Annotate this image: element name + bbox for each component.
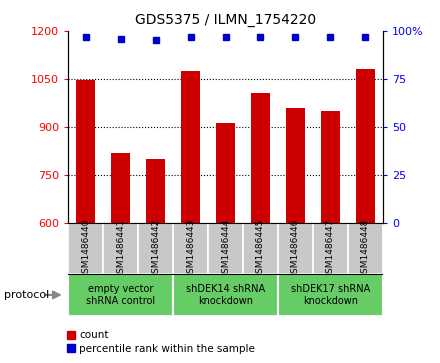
Text: protocol: protocol [4,290,50,300]
Bar [181,71,200,223]
Bar [111,153,130,223]
Bar [278,223,313,274]
Bar [146,159,165,223]
Text: GSM1486440: GSM1486440 [81,219,90,279]
Bar [251,93,270,223]
Text: empty vector
shRNA control: empty vector shRNA control [86,284,155,306]
Bar [208,223,243,274]
Bar [173,274,278,316]
Bar [138,223,173,274]
Text: GSM1486442: GSM1486442 [151,219,160,279]
Bar [348,223,383,274]
Title: GDS5375 / ILMN_1754220: GDS5375 / ILMN_1754220 [135,13,316,27]
Bar [216,123,235,223]
Bar [243,223,278,274]
Bar [321,111,340,223]
Text: GSM1486441: GSM1486441 [116,219,125,279]
Bar [68,274,173,316]
Legend: count, percentile rank within the sample: count, percentile rank within the sample [62,326,259,358]
Text: GSM1486448: GSM1486448 [361,219,370,279]
Bar [313,223,348,274]
Bar [356,69,375,223]
Bar [278,274,383,316]
Bar [173,223,208,274]
Text: GSM1486446: GSM1486446 [291,219,300,279]
Text: shDEK14 shRNA
knockdown: shDEK14 shRNA knockdown [186,284,265,306]
Text: GSM1486445: GSM1486445 [256,219,265,279]
Bar [76,80,95,223]
Bar [68,223,103,274]
Bar [286,108,305,223]
Text: GSM1486444: GSM1486444 [221,219,230,279]
Text: GSM1486447: GSM1486447 [326,219,335,279]
Text: GSM1486443: GSM1486443 [186,219,195,279]
Bar [103,223,138,274]
Text: shDEK17 shRNA
knockdown: shDEK17 shRNA knockdown [291,284,370,306]
